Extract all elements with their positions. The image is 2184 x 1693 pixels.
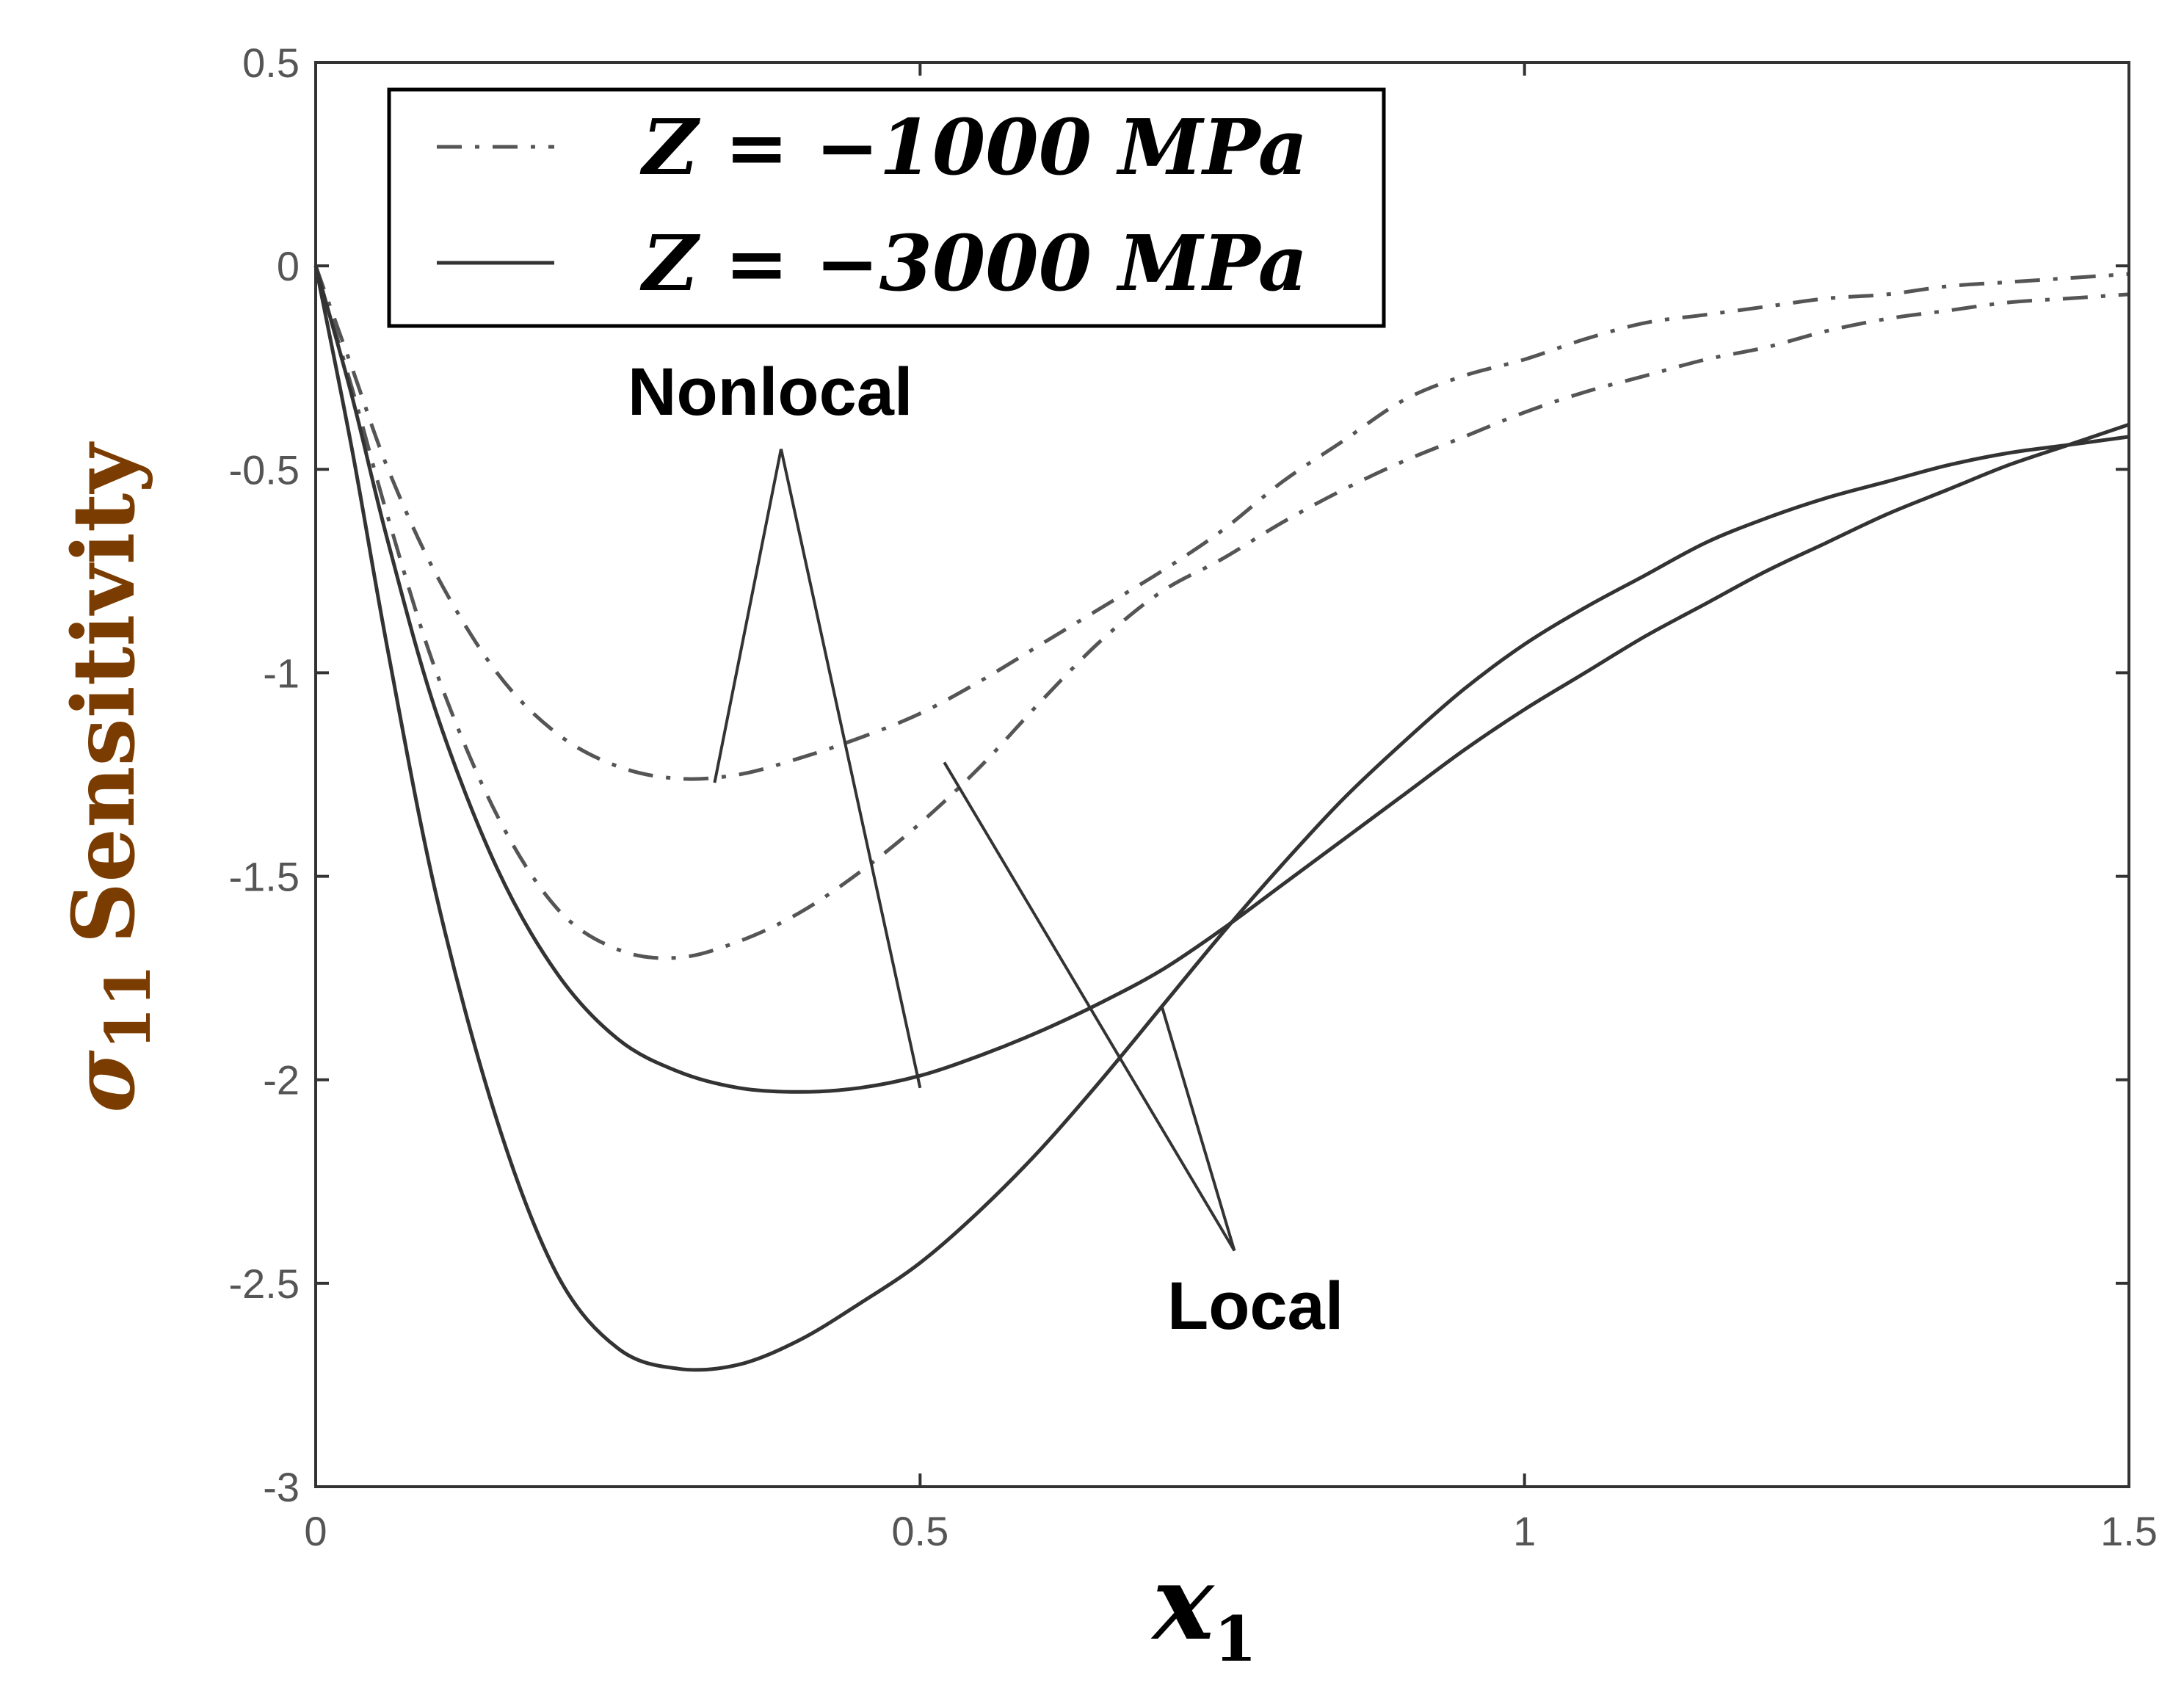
y-tick-label: -1 <box>263 650 300 696</box>
x-tick-label: 0 <box>304 1508 327 1554</box>
series-line-4 <box>313 265 2130 1372</box>
data-series <box>313 265 2130 1372</box>
y-label-subscript: 11 <box>92 964 164 1050</box>
series-line-3 <box>313 265 2130 1094</box>
y-tick-label: -0.5 <box>229 446 300 493</box>
annotation-leader-2 <box>943 761 1236 1252</box>
annotation-leader-2 <box>1160 1006 1236 1252</box>
series-line-2 <box>313 265 2130 960</box>
x-tick-labels: 0 0.5 1 1.5 <box>304 1508 2158 1554</box>
y-axis-label: σ11 Sensitivity <box>54 441 164 1112</box>
x-label-subscript: 1 <box>1213 1603 1256 1675</box>
annotation-leader-lines <box>713 449 1236 1252</box>
y-tick-label: -1.5 <box>229 854 300 900</box>
legend-label-z3000: Z = −3000 MPa <box>639 218 1307 308</box>
legend: Z = −1000 MPa Z = −3000 MPa <box>387 87 1386 328</box>
legend-label-z1000: Z = −1000 MPa <box>639 102 1307 192</box>
y-label-word: Sensitivity <box>54 441 154 943</box>
x-axis-label: x1 <box>1150 1543 1257 1675</box>
y-tick-label: 0.5 <box>242 40 300 86</box>
x-label-main: x <box>1150 1543 1215 1664</box>
annotation-local: Local <box>1167 1269 1343 1344</box>
x-tick-label: 1.5 <box>2100 1508 2158 1554</box>
series-line-1 <box>313 265 2130 781</box>
plot-frame <box>314 61 2130 1488</box>
annotation-leader-1 <box>713 449 783 783</box>
y-label-symbol: σ <box>54 1050 154 1113</box>
y-tick-label: 0 <box>277 243 300 289</box>
annotation-leader-1 <box>780 449 922 1089</box>
y-tick-label: -3 <box>263 1464 300 1510</box>
y-tick-label: -2.5 <box>229 1261 300 1307</box>
legend-box <box>387 87 1386 328</box>
annotation-nonlocal: Nonlocal <box>628 355 913 429</box>
x-tick-label: 0.5 <box>891 1508 948 1554</box>
svg-text:σ11Sensitivity: σ11 Sensitivity <box>54 441 164 1112</box>
x-tick-label: 1 <box>1513 1508 1536 1554</box>
y-tick-label: -2 <box>263 1057 300 1103</box>
y-tick-labels: 0.5 0 -0.5 -1 -1.5 -2 -2.5 -3 <box>229 40 300 1510</box>
